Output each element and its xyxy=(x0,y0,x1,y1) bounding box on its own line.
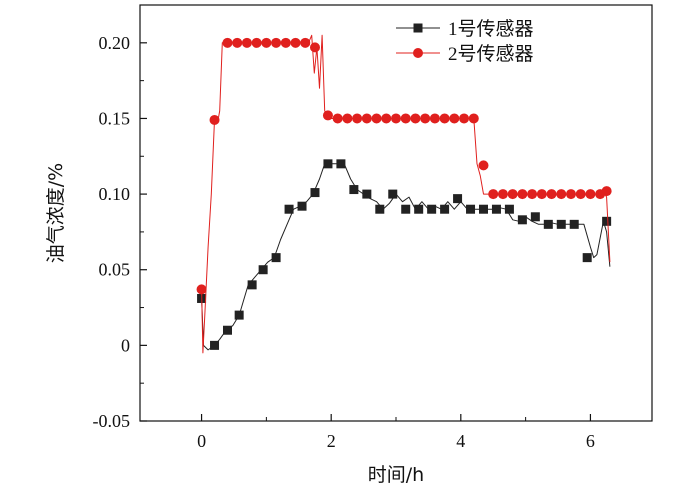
series-1-point xyxy=(388,189,398,199)
series-1-point xyxy=(414,204,424,214)
series-2-point xyxy=(309,42,320,53)
series-2-point xyxy=(449,113,460,124)
series-2-point xyxy=(400,113,411,124)
series-1-point xyxy=(247,280,257,290)
series-2-point xyxy=(488,189,499,200)
y-tick-label: 0 xyxy=(121,335,130,355)
series-2-point xyxy=(251,37,262,48)
series-2-point xyxy=(290,37,301,48)
series-1-point xyxy=(427,204,437,214)
series-1-point xyxy=(271,253,281,263)
series-2-point xyxy=(546,189,557,200)
x-axis: 0 2 4 6 xyxy=(197,414,595,451)
series-2-point xyxy=(585,189,596,200)
series-1-point xyxy=(375,204,385,214)
series-2-point xyxy=(332,113,343,124)
series-2-point xyxy=(497,189,508,200)
series-2-point xyxy=(536,189,547,200)
series-2-point xyxy=(280,37,291,48)
plot-frame xyxy=(139,4,653,422)
series-2-point xyxy=(196,284,207,295)
series-2-point xyxy=(322,110,333,121)
series-2-point xyxy=(241,37,252,48)
series-1-point xyxy=(569,219,579,229)
series-1-point xyxy=(530,212,540,222)
series-1-point xyxy=(222,325,232,335)
series-1-point xyxy=(284,204,294,214)
series-1-point xyxy=(602,216,612,226)
series-1-point xyxy=(336,159,346,169)
series-2-point xyxy=(381,113,392,124)
x-axis-title: 时间/h xyxy=(368,464,424,486)
series-layer xyxy=(196,34,612,354)
series-1-point xyxy=(362,189,372,199)
series-2-point xyxy=(420,113,431,124)
series-2-point xyxy=(601,186,612,197)
series-2-point xyxy=(342,113,353,124)
legend-entry-label: 2号传感器 xyxy=(448,43,534,65)
series-2-point xyxy=(507,189,518,200)
series-1-point xyxy=(234,310,244,320)
legend: 1号传感器 2号传感器 xyxy=(396,18,534,65)
series-2-point xyxy=(361,113,372,124)
series-2-point xyxy=(429,113,440,124)
series-1-point xyxy=(582,253,592,263)
series-1-point xyxy=(504,204,514,214)
y-tick-label: 0.20 xyxy=(99,33,131,53)
y-axis-title: 油气浓度/% xyxy=(45,163,67,263)
series-2-point xyxy=(556,189,567,200)
series-2-point xyxy=(391,113,401,124)
series-1-point xyxy=(466,204,476,214)
legend-marker xyxy=(413,23,423,33)
series-1-point xyxy=(517,215,527,225)
series-1-point xyxy=(401,204,411,214)
series-1-point xyxy=(453,194,463,204)
legend-entry-label: 1号传感器 xyxy=(448,18,534,40)
series-1-point xyxy=(543,219,553,229)
series-1-point xyxy=(297,201,307,211)
series-2-point xyxy=(261,37,272,48)
x-tick-label: 0 xyxy=(197,431,206,451)
series-2-point xyxy=(565,189,576,200)
series-1-point xyxy=(349,185,359,195)
series-2-point xyxy=(478,160,489,171)
series-1-point xyxy=(323,159,333,169)
series-2-point xyxy=(468,113,479,124)
series-1-point xyxy=(491,204,501,214)
series-1-point xyxy=(478,204,488,214)
y-tick-label: 0.15 xyxy=(99,108,131,128)
series-2-point xyxy=(300,37,311,48)
series-2-point xyxy=(439,113,450,124)
series-2-point xyxy=(459,113,470,124)
series-2-point xyxy=(222,37,233,48)
series-1-point xyxy=(310,188,320,198)
series-2-point xyxy=(271,37,282,48)
series-2-point xyxy=(232,37,243,48)
y-tick-label: 0.10 xyxy=(99,184,131,204)
y-tick-label: 0.05 xyxy=(99,260,131,280)
x-tick-label: 4 xyxy=(456,431,465,451)
legend-marker xyxy=(413,48,423,58)
y-tick-label: -0.05 xyxy=(93,411,131,431)
series-2-point xyxy=(209,114,220,125)
series-2-point xyxy=(352,113,363,124)
x-tick-label: 6 xyxy=(586,431,595,451)
series-2-point xyxy=(410,113,421,124)
series-1-point xyxy=(556,219,566,229)
series-1-point xyxy=(258,265,268,275)
series-2-point xyxy=(371,113,382,124)
series-1-point xyxy=(440,204,450,214)
y-axis: -0.05 0 0.05 0.10 0.15 0.20 xyxy=(93,33,147,431)
series-2-point xyxy=(517,189,528,200)
series-2-point xyxy=(575,189,586,200)
series-1-point xyxy=(210,340,220,350)
x-tick-label: 2 xyxy=(327,431,336,451)
series-2-point xyxy=(527,189,538,200)
